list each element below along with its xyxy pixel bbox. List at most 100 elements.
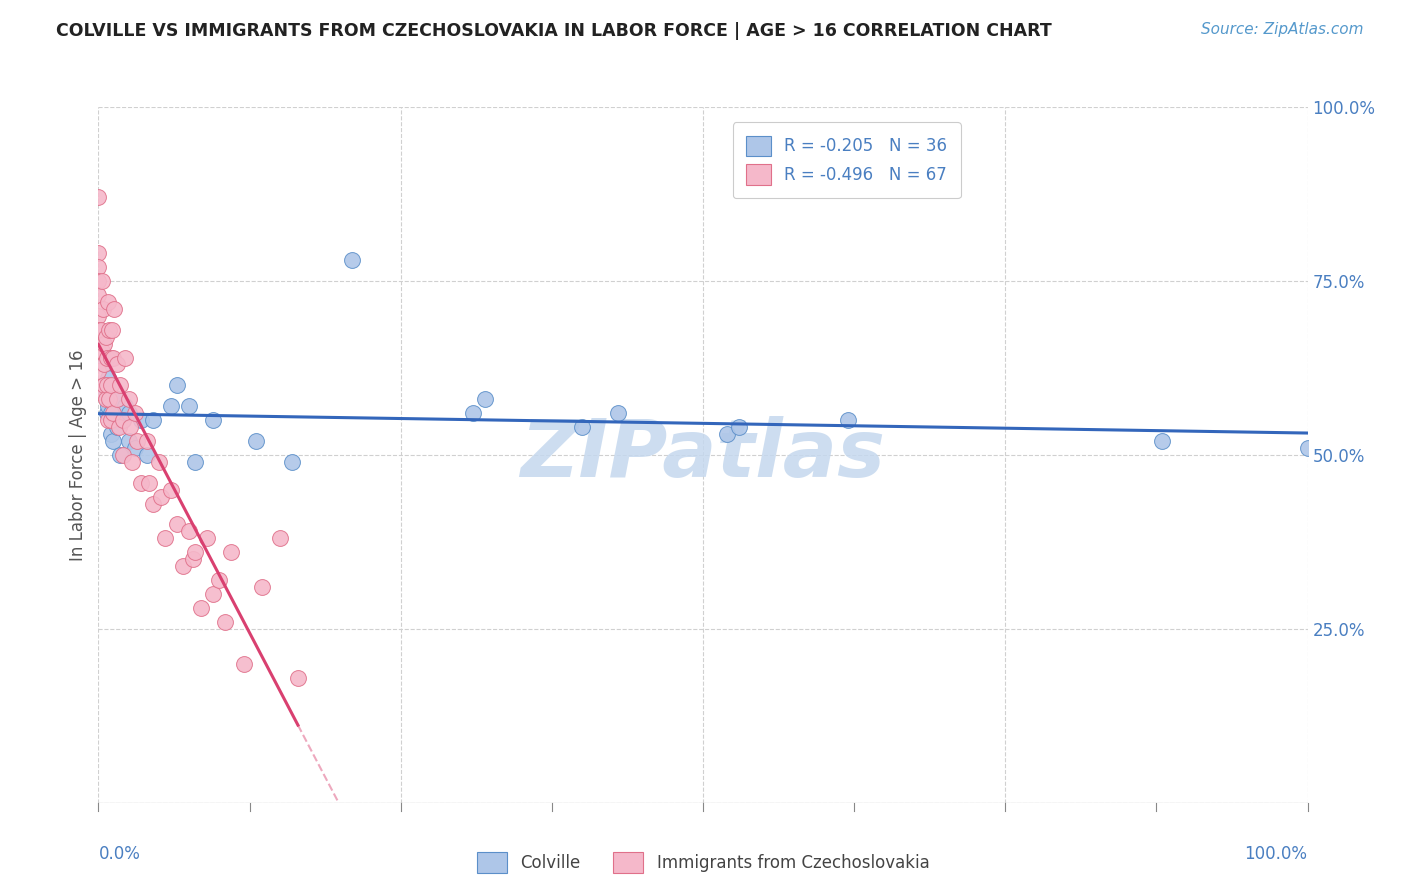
Point [98, 323, 121, 337]
Point [87, 343, 110, 358]
Point [138, 475, 160, 490]
Point [184, 455, 207, 469]
Point [114, 399, 136, 413]
Point [94, 329, 117, 343]
Point [129, 413, 152, 427]
Text: ZIPatlas: ZIPatlas [520, 416, 886, 494]
Point [105, 392, 128, 407]
Point [101, 351, 124, 365]
Point [118, 392, 141, 407]
Point [87, 364, 110, 378]
Point [87, 309, 110, 323]
Point [463, 406, 485, 420]
Point [202, 587, 225, 601]
Point [87, 288, 110, 302]
Point [142, 413, 165, 427]
Point [87, 260, 110, 274]
Point [90, 323, 112, 337]
Point [93, 336, 115, 351]
Point [837, 413, 859, 427]
Text: COLVILLE VS IMMIGRANTS FROM CZECHOSLOVAKIA IN LABOR FORCE | AGE > 16 CORRELATION: COLVILLE VS IMMIGRANTS FROM CZECHOSLOVAK… [56, 22, 1052, 40]
Text: 0.0%: 0.0% [98, 845, 141, 863]
Point [108, 448, 131, 462]
Point [1152, 434, 1174, 448]
Point [571, 420, 593, 434]
Point [100, 413, 122, 427]
Point [179, 524, 201, 539]
Point [250, 580, 273, 594]
Point [91, 274, 114, 288]
Point [97, 413, 120, 427]
Point [94, 392, 117, 407]
Point [87, 246, 110, 260]
Point [91, 343, 114, 358]
Point [179, 399, 201, 413]
Point [135, 448, 157, 462]
Y-axis label: In Labor Force | Age > 16: In Labor Force | Age > 16 [69, 349, 87, 561]
Point [100, 427, 122, 442]
Point [111, 413, 134, 427]
Point [105, 392, 128, 407]
Point [129, 475, 152, 490]
Point [221, 545, 243, 559]
Point [160, 399, 183, 413]
Point [91, 301, 114, 316]
Point [172, 559, 194, 574]
Point [114, 351, 136, 365]
Point [166, 378, 188, 392]
Point [98, 392, 121, 407]
Point [103, 301, 125, 316]
Point [716, 427, 738, 442]
Point [121, 455, 143, 469]
Point [342, 253, 364, 268]
Point [108, 378, 131, 392]
Point [96, 378, 118, 392]
Point [190, 601, 212, 615]
Point [118, 420, 141, 434]
Point [111, 413, 134, 427]
Point [135, 434, 157, 448]
Point [101, 406, 124, 420]
Point [105, 358, 128, 372]
Point [105, 420, 128, 434]
Point [108, 420, 131, 434]
Point [208, 573, 231, 587]
Point [607, 406, 630, 420]
Point [96, 351, 118, 365]
Point [124, 406, 146, 420]
Text: Source: ZipAtlas.com: Source: ZipAtlas.com [1201, 22, 1364, 37]
Point [118, 406, 141, 420]
Point [245, 434, 267, 448]
Point [100, 351, 122, 365]
Point [181, 552, 204, 566]
Point [93, 385, 115, 400]
Point [166, 517, 188, 532]
Point [93, 358, 115, 372]
Point [100, 406, 122, 420]
Point [269, 532, 291, 546]
Legend: Colville, Immigrants from Czechoslovakia: Colville, Immigrants from Czechoslovakia [470, 846, 936, 880]
Point [96, 406, 118, 420]
Point [281, 455, 304, 469]
Point [97, 399, 120, 413]
Point [195, 532, 218, 546]
Point [87, 323, 110, 337]
Point [202, 413, 225, 427]
Point [232, 657, 254, 671]
Text: 100.0%: 100.0% [1244, 845, 1308, 863]
Point [148, 455, 170, 469]
Point [87, 385, 110, 400]
Point [150, 490, 173, 504]
Point [93, 378, 115, 392]
Point [93, 358, 115, 372]
Point [111, 448, 134, 462]
Point [97, 371, 120, 385]
Point [97, 294, 120, 309]
Point [728, 420, 751, 434]
Legend: R = -0.205   N = 36, R = -0.496   N = 67: R = -0.205 N = 36, R = -0.496 N = 67 [733, 122, 960, 198]
Point [474, 392, 496, 407]
Point [118, 434, 141, 448]
Point [87, 190, 110, 204]
Point [1296, 441, 1319, 455]
Point [142, 497, 165, 511]
